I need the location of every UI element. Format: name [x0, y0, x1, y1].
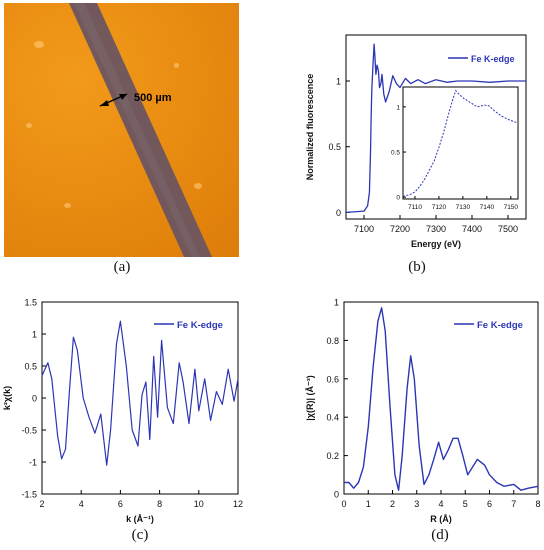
- y-tick-label: 0.4: [326, 413, 339, 423]
- x-tick-label: 2: [39, 499, 44, 509]
- xanes-curve: [345, 43, 526, 214]
- x-axis-label: Energy (eV): [411, 239, 461, 249]
- x-tick-label: 7500: [498, 224, 518, 234]
- x-tick-label: 7100: [354, 224, 374, 234]
- panel-label-c: (c): [131, 527, 149, 543]
- fiber-highlight: [74, 3, 200, 257]
- chi-k-curve: [41, 320, 239, 466]
- background-speck: [64, 203, 71, 208]
- inset-x-tick-label: 7110: [408, 204, 422, 211]
- x-tick-label: 10: [194, 499, 204, 509]
- panel-label-b: (b): [408, 259, 426, 275]
- y-tick-label: 1: [336, 77, 341, 87]
- x-tick-label: 6: [487, 499, 492, 509]
- scale-arrowhead-right: [119, 94, 127, 100]
- x-tick-label: 1: [366, 499, 371, 509]
- inset-x-tick-label: 7140: [480, 204, 495, 211]
- inset-x-tick-label: 7130: [456, 204, 471, 211]
- inset-y-tick-label: 0: [396, 195, 400, 202]
- x-tick-label: 4: [438, 499, 443, 509]
- x-tick-label: 12: [233, 499, 243, 509]
- x-tick-label: 2: [390, 499, 395, 509]
- chart-b-xanes: 7100 7200 7300 7400 7500 0 0.5 1 Energy (eV) Norm…: [305, 34, 527, 249]
- background-speck: [34, 41, 44, 48]
- y-tick-label: 1.5: [24, 298, 37, 308]
- y-tick-label: 0.6: [326, 374, 339, 384]
- x-tick-label: 3: [414, 499, 419, 509]
- y-tick-label: 1: [334, 298, 339, 308]
- x-tick-label: 8: [535, 499, 540, 509]
- inset-x-tick-label: 7150: [504, 204, 519, 211]
- legend-label: Fe K-edge: [477, 320, 523, 331]
- chart-c-exafs-k: 2 4 6 8 10 12 -1.5 -1 -0.5 0 0.5 1 1.5 k (Å⁻¹) k²χ(k) F…: [2, 298, 243, 525]
- background-speck: [194, 183, 202, 189]
- x-tick-label: 0: [341, 499, 346, 509]
- x-tick-label: 4: [79, 499, 84, 509]
- optical-micrograph: 500 µm: [4, 3, 239, 257]
- x-tick-label: 5: [463, 499, 468, 509]
- x-axis-label: k (Å⁻¹): [126, 514, 154, 524]
- legend-label: Fe K-edge: [471, 54, 515, 64]
- micrograph-overlay: 500 µm: [69, 3, 212, 257]
- y-tick-label: 0.5: [328, 142, 341, 152]
- y-tick-label: 0.2: [326, 451, 339, 461]
- x-tick-label: 6: [118, 499, 123, 509]
- x-tick-label: 7200: [390, 224, 410, 234]
- fiber-strand: [69, 3, 212, 257]
- y-tick-label: -1.5: [21, 490, 37, 500]
- scale-arrowhead-left: [100, 100, 109, 106]
- y-tick-label: 0: [32, 394, 37, 404]
- chi-r-curve: [344, 307, 539, 491]
- y-tick-label: 0.8: [326, 336, 339, 346]
- y-tick-label: 0: [334, 490, 339, 500]
- panel-label-a: (a): [113, 259, 131, 275]
- x-tick-label: 7: [511, 499, 516, 509]
- panel-label-d: (d): [431, 527, 449, 543]
- y-tick-label: -1: [29, 458, 37, 468]
- inset-xanes-curve: [402, 89, 519, 197]
- legend-label: Fe K-edge: [177, 320, 223, 331]
- chart-d-exafs-r: 0 1 2 3 4 5 6 7 8 0 0.2 0.4 0.6 0.8 1 R (Å) |χ(R)| (Å⁻³)…: [305, 298, 541, 525]
- y-tick-label: 0: [336, 208, 341, 218]
- inset-y-tick-label: 0.5: [391, 150, 400, 157]
- background-speck: [26, 123, 32, 128]
- scale-bar-label: 500 µm: [134, 92, 172, 104]
- inset-y-tick-label: 1: [396, 104, 400, 111]
- y-axis-label: Normalized fluorescence: [305, 74, 315, 181]
- inset-x-tick-label: 7120: [432, 204, 447, 211]
- y-tick-label: 0.5: [24, 362, 37, 372]
- y-axis-label: |χ(R)| (Å⁻³): [305, 375, 315, 420]
- x-tick-label: 8: [157, 499, 162, 509]
- x-tick-label: 7400: [462, 224, 482, 234]
- y-tick-label: -0.5: [21, 426, 37, 436]
- background-speck: [174, 63, 179, 68]
- inset-frame: [402, 86, 519, 200]
- y-tick-label: 1: [32, 330, 37, 340]
- x-axis-label: R (Å): [430, 514, 452, 524]
- x-tick-label: 7300: [426, 224, 446, 234]
- y-axis-label: k²χ(k): [2, 386, 12, 410]
